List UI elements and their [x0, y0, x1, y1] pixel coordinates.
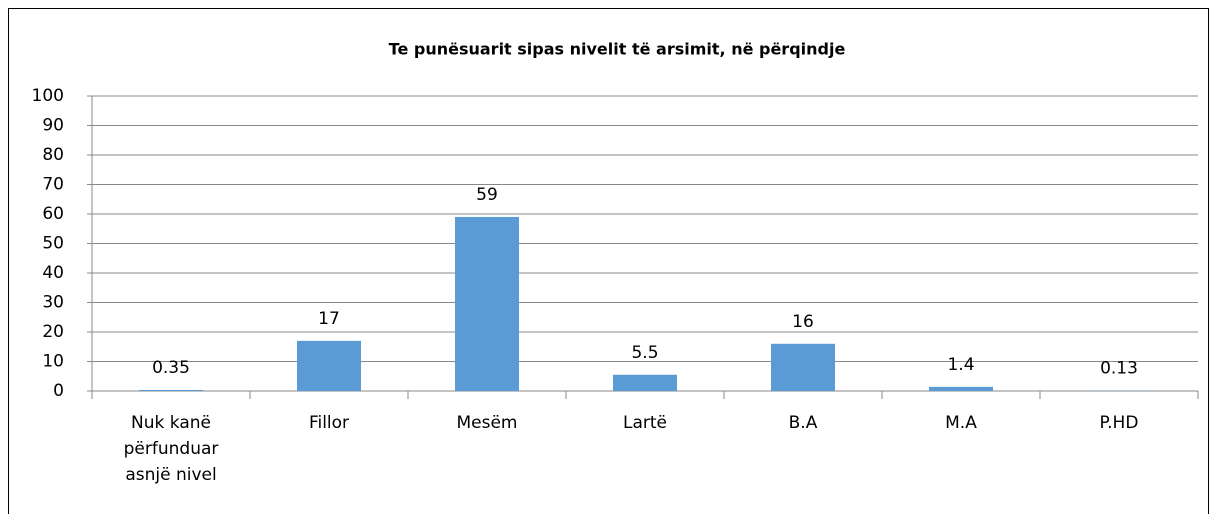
x-tick-label: M.A	[945, 413, 977, 433]
y-tick-label: 100	[32, 86, 64, 106]
x-tick-label: Nuk kanë përfunduar asnjë nivel	[123, 413, 219, 485]
bar	[297, 340, 361, 391]
chart-frame	[8, 8, 1209, 514]
bar	[613, 374, 677, 391]
y-tick-label: 20	[42, 322, 64, 342]
data-label: 59	[476, 185, 498, 205]
y-tick-label: 70	[42, 175, 64, 195]
x-tick-label: Mesëm	[456, 413, 518, 433]
bar	[139, 389, 203, 391]
y-tick-label: 90	[42, 116, 64, 136]
bar	[771, 343, 835, 391]
x-tick-label: P.HD	[1099, 413, 1139, 433]
x-tick-label: Fillor	[308, 413, 350, 433]
y-tick-label: 30	[42, 293, 64, 313]
y-tick-label: 80	[42, 145, 64, 165]
data-label: 16	[792, 312, 814, 332]
data-label: 17	[318, 309, 340, 329]
data-label: 0.13	[1100, 359, 1138, 379]
x-tick-label: B.A	[788, 413, 818, 433]
x-tick-label: Lartë	[622, 413, 667, 433]
y-tick-label: 60	[42, 204, 64, 224]
data-label: 5.5	[631, 343, 658, 363]
bar	[929, 386, 993, 391]
bar	[455, 216, 519, 391]
y-tick-label: 10	[42, 352, 64, 372]
y-tick-label: 40	[42, 263, 64, 283]
y-tick-label: 0	[53, 381, 64, 401]
data-label: 0.35	[152, 358, 190, 378]
data-label: 1.4	[947, 355, 974, 375]
chart-title: Te punësuarit sipas nivelit të arsimit, …	[389, 40, 846, 59]
y-tick-label: 50	[42, 234, 64, 254]
